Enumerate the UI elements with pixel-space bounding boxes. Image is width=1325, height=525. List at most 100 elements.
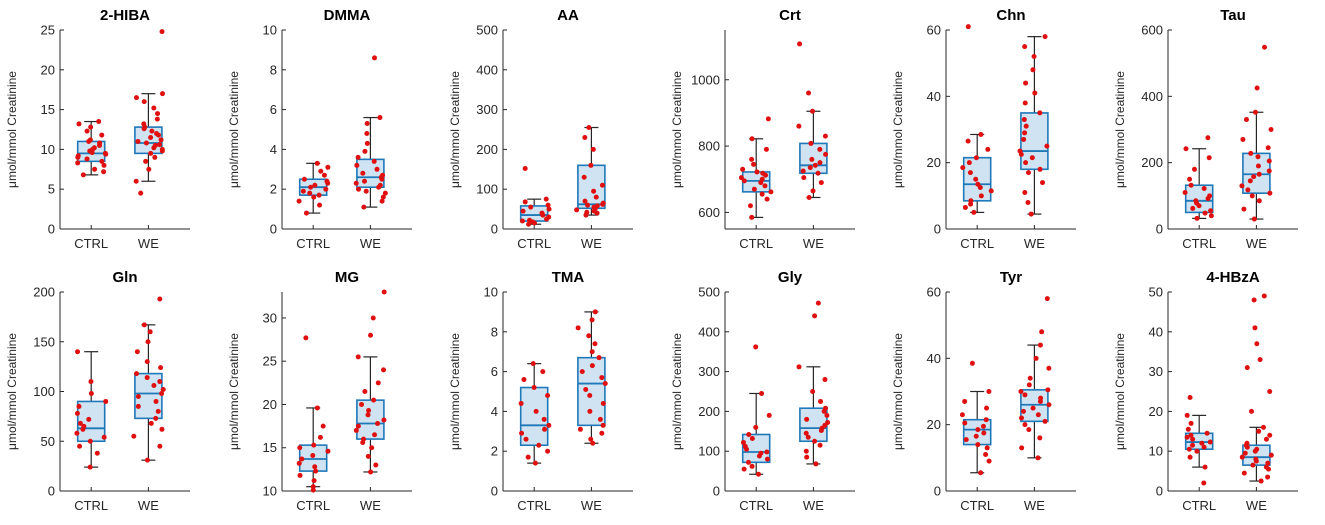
data-point xyxy=(359,401,365,407)
data-point xyxy=(1046,365,1052,371)
data-point xyxy=(545,392,551,398)
x-tick-label: CTRL xyxy=(296,498,330,513)
y-tick-label: 0 xyxy=(934,222,941,237)
data-point xyxy=(599,182,605,188)
data-point xyxy=(796,364,802,370)
data-point xyxy=(370,315,376,321)
data-point xyxy=(353,180,359,186)
y-tick-label: 100 xyxy=(476,182,498,197)
data-point xyxy=(75,160,81,166)
data-point xyxy=(310,487,316,493)
data-point xyxy=(96,119,102,125)
y-tick-label: 10 xyxy=(41,142,55,157)
data-point xyxy=(366,408,372,414)
data-point xyxy=(980,423,986,429)
data-point xyxy=(151,105,157,111)
x-tick-label: WE xyxy=(1246,498,1267,513)
data-point xyxy=(1268,127,1274,132)
data-point xyxy=(1184,434,1190,440)
points-we xyxy=(131,296,166,463)
data-point xyxy=(519,430,525,436)
data-point xyxy=(1020,408,1026,414)
data-point xyxy=(806,90,812,96)
data-point xyxy=(599,375,605,381)
box-we xyxy=(577,126,606,216)
data-point xyxy=(749,435,755,441)
data-point xyxy=(766,412,772,418)
data-point xyxy=(582,198,588,204)
data-point xyxy=(1252,109,1258,115)
data-point xyxy=(590,440,596,446)
data-point xyxy=(307,190,313,196)
data-point xyxy=(804,454,810,460)
y-tick-label: 40 xyxy=(927,351,941,366)
data-point xyxy=(317,202,323,208)
data-point xyxy=(1184,412,1190,418)
panel-4-hbza: 4-HBzA μmol/mmol Creatinine 0 10 20 30 40 50 CTR… xyxy=(1113,269,1298,513)
data-point xyxy=(148,420,154,426)
data-point xyxy=(313,468,319,474)
data-point xyxy=(144,359,150,365)
data-point xyxy=(817,160,823,166)
x-tick-label: CTRL xyxy=(296,236,330,251)
data-point xyxy=(822,133,828,139)
data-point xyxy=(1022,190,1028,196)
y-tick-label: 800 xyxy=(698,139,720,154)
data-point xyxy=(1027,375,1033,381)
iqr-box xyxy=(519,386,549,447)
y-tick-label: 5 xyxy=(48,182,55,197)
y-tick-label: 200 xyxy=(1141,155,1163,170)
data-point xyxy=(1256,428,1262,434)
data-point xyxy=(600,422,606,428)
data-point xyxy=(154,130,160,136)
data-point xyxy=(1023,80,1029,86)
data-point xyxy=(146,166,152,172)
data-point xyxy=(365,412,371,418)
data-point xyxy=(575,325,581,331)
data-point xyxy=(1254,446,1260,452)
data-point xyxy=(756,471,762,477)
panel-title: Tyr xyxy=(1000,269,1022,286)
data-point xyxy=(1185,426,1191,432)
data-point xyxy=(1190,442,1196,448)
data-point xyxy=(377,115,383,121)
y-tick-label: 25 xyxy=(41,23,55,38)
data-point xyxy=(1028,211,1034,217)
y-axis-label: μmol/mmol Creatinine xyxy=(891,71,905,188)
data-point xyxy=(312,182,318,188)
data-point xyxy=(141,99,147,105)
data-point xyxy=(380,194,386,200)
data-point xyxy=(1248,408,1254,414)
x-tick-label: CTRL xyxy=(739,236,773,251)
data-point xyxy=(84,156,90,162)
data-point xyxy=(131,433,137,439)
data-point xyxy=(369,445,375,451)
data-point xyxy=(297,445,303,451)
data-point xyxy=(1252,325,1258,331)
data-point xyxy=(602,381,608,387)
data-point xyxy=(80,172,86,178)
data-point xyxy=(1241,206,1247,212)
data-point xyxy=(76,121,82,127)
data-point xyxy=(1023,160,1029,166)
data-point xyxy=(371,158,377,164)
x-tick-label: CTRL xyxy=(960,236,994,251)
data-point xyxy=(822,377,828,383)
data-point xyxy=(1025,199,1031,205)
data-point xyxy=(362,148,368,154)
data-point xyxy=(1186,446,1192,452)
data-point xyxy=(135,393,141,399)
data-point xyxy=(600,200,606,206)
panel-title: Tau xyxy=(1220,7,1246,24)
data-point xyxy=(1208,208,1214,214)
data-point xyxy=(1037,342,1043,348)
data-point xyxy=(1248,150,1254,156)
y-tick-label: 8 xyxy=(270,62,277,77)
data-point xyxy=(967,170,973,176)
data-point xyxy=(1023,123,1029,129)
data-point xyxy=(362,389,368,394)
data-point xyxy=(966,160,972,166)
data-point xyxy=(588,436,594,442)
data-point xyxy=(135,403,141,409)
data-point xyxy=(1022,100,1028,106)
